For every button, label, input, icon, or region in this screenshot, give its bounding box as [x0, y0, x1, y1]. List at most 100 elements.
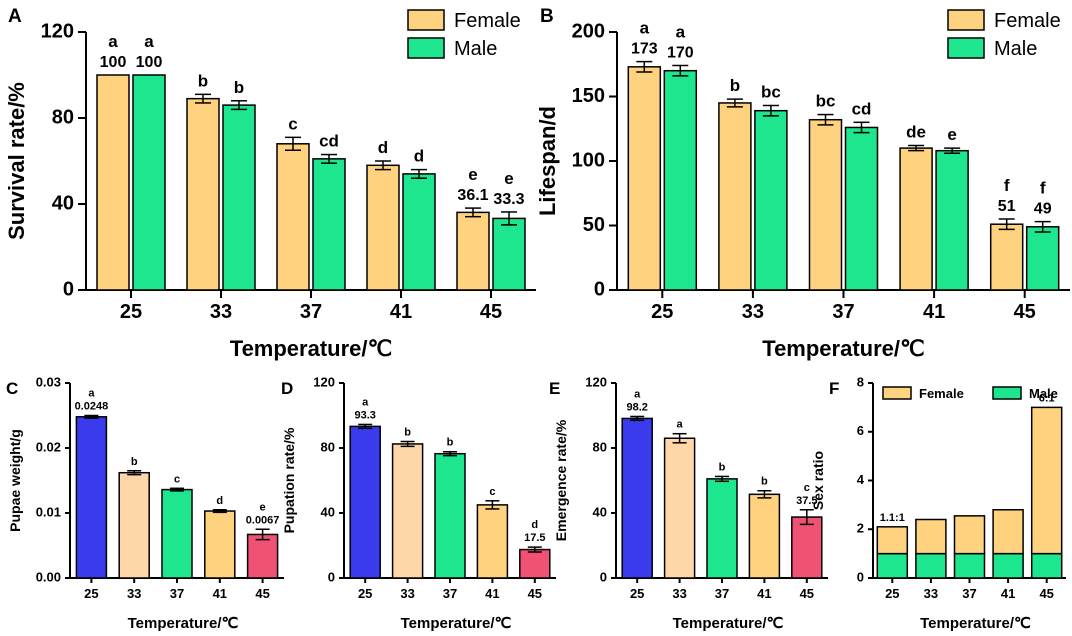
y-tick-label: 0 [594, 278, 605, 300]
x-axis-title: Temperature/℃ [673, 615, 784, 632]
bar-33 [663, 437, 696, 579]
significance-letter: d [216, 495, 223, 507]
x-tick-label: 33 [672, 586, 686, 601]
legend-swatch-male [407, 37, 445, 59]
x-tick-label: 33 [924, 586, 938, 601]
panel-label-a: A [8, 6, 22, 27]
bar-female-41 [992, 509, 1024, 555]
bar-female-33 [186, 97, 220, 291]
x-tick-label: 33 [127, 586, 141, 601]
bar-female-45 [456, 211, 490, 291]
x-tick-label: 25 [651, 301, 673, 323]
panel-label-d: D [281, 379, 293, 398]
bar-male-25 [663, 69, 698, 291]
x-axis-title: Temperature/℃ [762, 336, 924, 361]
significance-letter: e [468, 165, 477, 184]
y-tick-label: 40 [52, 192, 74, 214]
legend-label-female: Female [454, 10, 521, 32]
y-tick-label: 6 [857, 423, 864, 438]
bar-female-41 [899, 147, 933, 291]
significance-letter: c [489, 486, 495, 498]
significance-letter: c [288, 114, 297, 133]
x-tick-label: 41 [390, 301, 412, 323]
ratio-label: 1.1:1 [880, 512, 905, 524]
data-label: 36.1 [457, 187, 488, 204]
significance-letter: d [414, 147, 424, 166]
x-tick-label: 37 [962, 586, 976, 601]
significance-letter: a [88, 388, 95, 400]
significance-letter: a [144, 32, 154, 51]
significance-letter: a [676, 23, 686, 42]
bar-25 [349, 425, 381, 579]
y-tick-label: 0 [328, 569, 335, 584]
y-axis-title: Survival rate/% [4, 82, 29, 240]
bar-female-45 [989, 223, 1024, 291]
y-tick-label: 50 [583, 214, 605, 236]
bar-45 [246, 533, 279, 579]
y-tick-label: 120 [313, 374, 335, 389]
significance-letter: d [378, 138, 388, 157]
x-tick-label: 37 [715, 586, 729, 601]
data-label: 37.5 [796, 495, 817, 507]
y-tick-label: 4 [857, 472, 865, 487]
y-tick-label: 40 [321, 504, 335, 519]
x-tick-label: 25 [120, 301, 142, 323]
significance-letter: a [362, 396, 369, 408]
legend-label-male: Male [1029, 386, 1058, 401]
x-tick-label: 33 [742, 301, 764, 323]
data-label: 100 [100, 54, 127, 71]
ratio-label: 6:1 [1039, 392, 1055, 404]
data-label: 173 [631, 41, 658, 58]
bar-female-25 [96, 74, 130, 291]
y-tick-label: 80 [593, 439, 607, 454]
y-tick-label: 100 [572, 149, 605, 171]
bar-male-41 [935, 149, 969, 291]
bar-37 [706, 478, 738, 579]
bar-female-25 [876, 526, 909, 555]
data-label: 170 [667, 45, 694, 62]
panel-d: D 0 40 80 120 Pupation rate/% Temperature/℃ 25 9… [281, 374, 556, 632]
significance-letter: f [1040, 179, 1046, 198]
panel-label-e: E [549, 379, 560, 398]
bar-33 [391, 443, 424, 579]
bar-male-33 [754, 109, 788, 291]
bar-33 [118, 471, 150, 579]
bar-male-41 [402, 173, 436, 291]
x-tick-label: 41 [213, 586, 227, 601]
bar-male-45 [1030, 552, 1063, 579]
x-tick-label: 25 [358, 586, 372, 601]
bar-male-37 [312, 158, 346, 291]
bar-male-25 [132, 74, 166, 291]
significance-letter: b [404, 427, 411, 439]
x-tick-label: 25 [84, 586, 98, 601]
panel-label-c: C [6, 379, 18, 398]
y-tick-label: 80 [321, 439, 335, 454]
x-tick-label: 37 [170, 586, 184, 601]
bar-female-33 [915, 518, 947, 555]
significance-letter: b [730, 76, 740, 95]
significance-letter: d [531, 519, 538, 531]
significance-letter: a [640, 19, 650, 38]
data-label: 51 [998, 198, 1016, 215]
legend-label-male: Male [994, 38, 1037, 60]
y-axis-title: Pupation rate/% [281, 427, 297, 533]
bar-female-45 [1030, 406, 1063, 555]
bar-45 [791, 516, 823, 579]
significance-letter: b [198, 71, 208, 90]
y-axis-title: Lifespan/d [535, 106, 560, 216]
panel-e: E 0 40 80 120 Emergence rate/% Temperature/℃ 25… [549, 374, 828, 632]
bar-male-33 [222, 104, 256, 291]
y-tick-label: 80 [52, 106, 74, 128]
significance-letter: c [804, 482, 810, 494]
bar-37 [161, 488, 193, 579]
x-tick-label: 45 [1014, 301, 1036, 323]
bar-25 [75, 416, 108, 579]
data-label: 100 [136, 54, 163, 71]
y-tick-label: 2 [857, 521, 864, 536]
significance-letter: bc [761, 83, 781, 102]
significance-letter: e [260, 501, 266, 513]
legend-swatch-male [947, 37, 985, 59]
significance-letter: b [131, 456, 138, 468]
panel-label-f: F [829, 379, 839, 398]
